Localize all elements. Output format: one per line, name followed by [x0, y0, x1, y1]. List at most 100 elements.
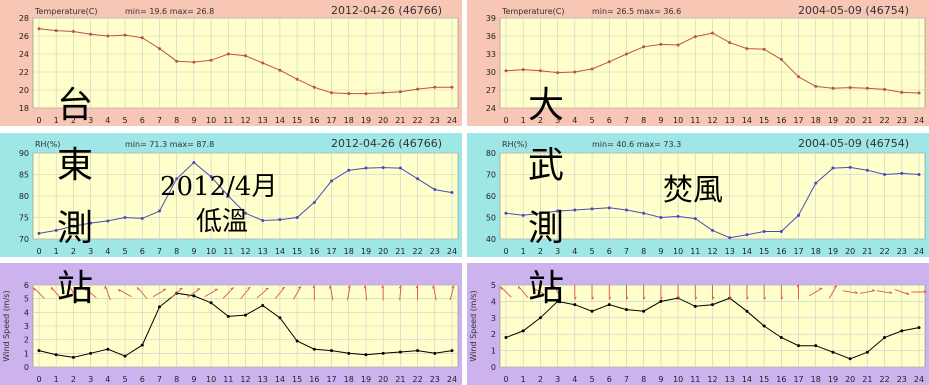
data-point [711, 303, 714, 307]
x-tick-label: 13 [725, 116, 735, 125]
x-tick-label: 17 [326, 375, 336, 384]
data-point [693, 304, 697, 308]
data-point [261, 304, 265, 307]
x-tick-label: 24 [914, 375, 924, 384]
data-point [433, 188, 437, 192]
x-tick-label: 3 [555, 375, 560, 384]
x-tick-label: 18 [811, 247, 821, 256]
x-tick-label: 1 [521, 375, 526, 384]
data-point [814, 84, 818, 88]
data-point [312, 85, 316, 89]
x-tick-label: 24 [447, 247, 457, 256]
y-tick-label: 70 [486, 171, 496, 180]
x-tick-label: 15 [759, 247, 769, 256]
data-point [573, 208, 577, 212]
wind-arrow-head [281, 286, 285, 289]
wind-arrow [51, 286, 62, 300]
data-point [865, 86, 869, 90]
x-tick-label: 7 [624, 247, 629, 256]
wind-arrow [533, 287, 548, 297]
x-tick-label: 10 [673, 375, 683, 384]
data-point [590, 207, 594, 211]
data-point [312, 200, 316, 204]
wind-arrow-head [298, 286, 302, 289]
station-left-char-2: 東 [57, 145, 93, 186]
x-tick-label: 5 [589, 247, 594, 256]
x-tick-label: 24 [914, 116, 924, 125]
data-point [37, 27, 41, 31]
y-tick-label: 2 [24, 336, 29, 345]
wind-arrow [187, 288, 201, 298]
data-point [865, 350, 869, 354]
wind-arrow-head [854, 291, 858, 294]
x-tick-label: 13 [725, 247, 735, 256]
x-tick-label: 18 [344, 116, 354, 125]
data-point [157, 305, 161, 309]
station-label-right: 大 武 測 站 [528, 85, 564, 309]
data-point [54, 29, 58, 33]
wind-arrow-head [833, 285, 837, 288]
x-tick-label: 20 [845, 375, 855, 384]
y-tick-label: 50 [486, 214, 496, 223]
x-tick-label: 9 [191, 375, 196, 384]
wind-arrow [842, 290, 858, 294]
wind-arrow-head [381, 285, 384, 289]
x-tick-label: 2 [538, 247, 543, 256]
wind-arrow [553, 285, 562, 299]
data-point [504, 211, 508, 215]
data-point [917, 91, 921, 95]
data-point [106, 34, 110, 38]
wind-arrow-head [500, 286, 502, 290]
x-tick-label: 2 [71, 116, 76, 125]
wind-arrow [240, 286, 251, 300]
x-tick-label: 9 [191, 116, 196, 125]
data-point [831, 86, 835, 90]
data-point [797, 344, 801, 348]
station-label-left: 台 東 測 站 [57, 85, 93, 309]
x-tick-label: 8 [641, 247, 646, 256]
y-tick-label: 40 [486, 235, 496, 244]
x-tick-label: 8 [641, 116, 646, 125]
x-tick-label: 0 [36, 247, 41, 256]
y-tick-label: 27 [486, 86, 496, 95]
data-point [209, 58, 213, 62]
data-point [347, 351, 351, 355]
x-tick-label: 14 [275, 247, 285, 256]
x-tick-label: 24 [914, 247, 924, 256]
x-tick-label: 18 [344, 375, 354, 384]
x-tick-label: 11 [690, 116, 700, 125]
min-max-label: min= 40.6 max= 73.3 [592, 140, 681, 149]
data-point [364, 92, 368, 96]
wind-arrow-head [398, 285, 402, 289]
data-point [347, 92, 351, 96]
x-tick-label: 3 [88, 247, 93, 256]
x-tick-label: 6 [140, 116, 145, 125]
data-point [693, 35, 697, 39]
series-label: Temperature(C) [34, 7, 98, 16]
x-tick-label: 2 [71, 247, 76, 256]
data-point [381, 91, 385, 95]
y-tick-label: 18 [19, 104, 29, 113]
data-point [624, 208, 628, 212]
x-tick-label: 16 [309, 375, 319, 384]
x-tick-label: 20 [845, 116, 855, 125]
x-tick-label: 19 [828, 375, 838, 384]
wind-arrow-head [312, 285, 315, 289]
data-point [209, 175, 213, 179]
data-point [89, 32, 93, 36]
x-tick-label: 19 [361, 375, 371, 384]
x-tick-label: 9 [658, 375, 663, 384]
x-tick-label: 10 [673, 247, 683, 256]
x-tick-label: 22 [412, 116, 422, 125]
y-tick-label: 85 [19, 171, 29, 180]
station-left-char-4: 站 [57, 268, 93, 309]
min-max-label: min= 71.3 max= 87.8 [125, 140, 214, 149]
wind-arrow-head [746, 296, 749, 300]
data-point [590, 309, 594, 313]
wind-arrow [33, 287, 45, 299]
wind-arrow [809, 287, 823, 297]
x-tick-label: 24 [447, 116, 457, 125]
